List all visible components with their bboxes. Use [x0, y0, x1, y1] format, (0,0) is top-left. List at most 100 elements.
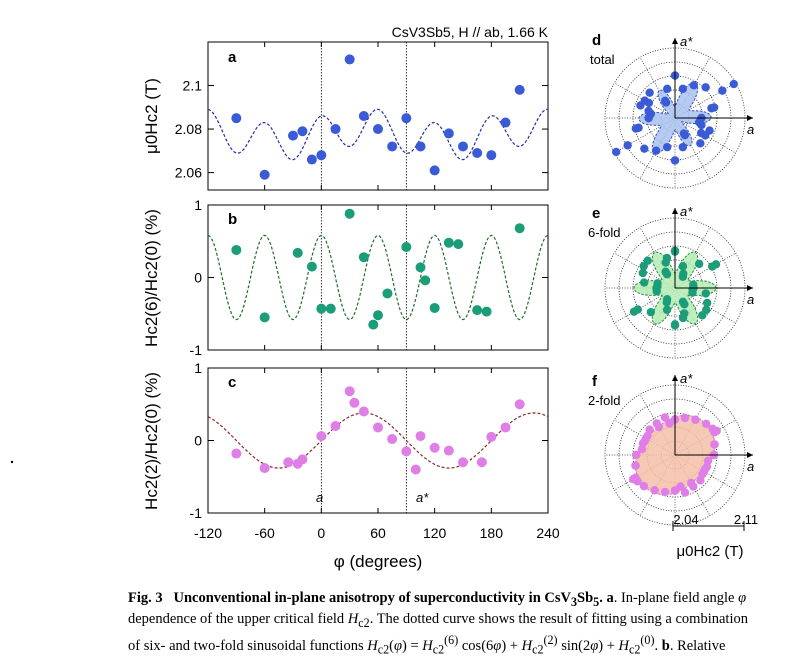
d-polar-point-3-0 [705, 126, 714, 135]
f-polar-point-19-0 [632, 450, 641, 460]
axis-mark-astar: a* [416, 490, 429, 505]
b-point-0 [231, 244, 242, 255]
f-polar-point-11-0 [680, 413, 690, 423]
panel-e-letter: e [592, 205, 600, 222]
f-axis-a-head [747, 452, 753, 458]
f-polar-point-11-1 [660, 487, 670, 497]
e-polar-point-19-1 [708, 262, 717, 271]
d-axis-a-head [747, 115, 753, 121]
b-point-7 [358, 252, 369, 263]
x-tick-0: -120 [194, 525, 222, 541]
panel-f-letter: f [592, 373, 598, 390]
a-point-18 [500, 117, 511, 128]
f-polar-point-21-1 [710, 428, 719, 437]
f-polar-point-17-1 [699, 467, 709, 476]
d-polar-point-18-0 [631, 124, 641, 133]
panel-a-frame [207, 41, 549, 191]
e-polar-point-11-1 [670, 321, 680, 330]
scale-tick-low: 2.04 [673, 512, 698, 527]
a-point-17 [486, 150, 497, 161]
c-point-13 [410, 464, 421, 475]
f-polar-point-10-0 [691, 415, 700, 424]
e-polar-point-2-0 [702, 298, 712, 308]
x-tick-5: 180 [480, 525, 504, 541]
b-point-13 [420, 275, 431, 286]
c-point-15 [429, 442, 440, 453]
panel-b-ylabel: Hc2(6)/Hc2(0) (%) [142, 209, 161, 347]
f-polar-point-14-0 [660, 413, 670, 422]
e-polar-point-3-0 [701, 289, 711, 298]
d-polar-point-16-1 [697, 120, 706, 130]
f-polar-point-18-0 [637, 444, 647, 454]
panel-b-letter: b [228, 211, 237, 228]
a-point-2 [288, 130, 298, 141]
c-point-17 [458, 457, 468, 468]
d-polar-point-15-1 [696, 128, 706, 138]
a-ytick-label-2: 2.1 [183, 78, 203, 94]
b-point-12 [415, 262, 426, 273]
e-polar-point-9-1 [662, 298, 671, 307]
polar-panel-f: f 2-fold a a* [588, 371, 754, 526]
e-polar-point-10-1 [662, 305, 672, 314]
a-point-13 [429, 165, 440, 176]
a-point-4 [306, 154, 317, 165]
b-fit-curve [207, 234, 549, 321]
a-point-3 [297, 126, 308, 137]
x-tick-labels: -120 -60 0 60 120 180 240 [194, 525, 560, 541]
c-point-16 [443, 445, 454, 456]
d-polar-point-12-1 [678, 142, 688, 152]
x-axis-label: φ (degrees) [334, 552, 423, 571]
b-point-4 [316, 303, 327, 314]
e-polar-point-9-0 [679, 269, 688, 278]
a-point-19 [514, 84, 525, 95]
c-point-8 [349, 397, 360, 408]
panel-d-letter: d [592, 32, 601, 49]
panel-c-letter: c [228, 374, 236, 391]
f-polar-point-16-1 [696, 476, 705, 485]
polar-panel-e: e 6-fold a a* [588, 204, 754, 359]
e-axis-astar-head [672, 208, 678, 214]
panel-a: a 2.06 2.08 2.1 [175, 41, 549, 191]
a-point-12 [415, 141, 426, 152]
d-polar-point-10-0 [678, 84, 688, 94]
e-polar-point-19-0 [633, 305, 642, 314]
b-point-16 [453, 239, 464, 250]
e-polar-point-16-0 [639, 261, 648, 271]
b-point-3 [306, 261, 317, 272]
d-polar-point-7-1 [612, 147, 621, 157]
b-point-2 [292, 247, 303, 258]
d-polar-point-18-1 [709, 103, 719, 112]
panel-a-ylabel: μ0Hc2 (T) [142, 78, 161, 154]
b-point-19 [514, 223, 525, 234]
b-point-1 [259, 312, 270, 323]
b-ytick-label-2: 1 [194, 197, 202, 213]
b-ytick-label-0: -1 [190, 342, 203, 358]
d-axis-astar-head [672, 38, 678, 44]
e-polar-point-14-1 [680, 300, 689, 309]
e-axis-a-head [747, 285, 753, 291]
f-axis-astar-label: a* [680, 371, 693, 386]
c-ytick-label-1: 0 [194, 433, 202, 449]
figure: CsV3Sb5, H // ab, 1.66 K a 2.06 2.08 2.1 b… [10, 24, 758, 571]
panel-c-ylabel: Hc2(2)/Hc2(0) (%) [142, 372, 161, 510]
c-point-7 [344, 386, 355, 397]
f-polar-point-15-1 [689, 482, 698, 491]
d-axis-a-label: a [747, 122, 754, 137]
c-ytick-label-0: -1 [190, 505, 203, 521]
f-polar-point-18-1 [703, 456, 713, 466]
d-polar-point-12-0 [662, 84, 672, 94]
c-point-4 [297, 454, 308, 465]
x-tick-1: -60 [255, 525, 275, 541]
panel-f-name: 2-fold [588, 393, 621, 408]
polar-panel-d: d total a a* [590, 32, 754, 189]
f-axis-a-label: a [747, 459, 754, 474]
c-point-14 [415, 431, 426, 442]
d-polar-point-17-0 [644, 113, 653, 123]
f-axis-astar-head [672, 375, 678, 381]
panel-d-name: total [590, 52, 615, 67]
c-point-10 [373, 422, 383, 433]
e-polar-point-7-1 [646, 307, 656, 317]
e-polar-point-3-1 [639, 278, 649, 287]
b-point-18 [481, 306, 492, 317]
b-point-8 [368, 319, 379, 330]
